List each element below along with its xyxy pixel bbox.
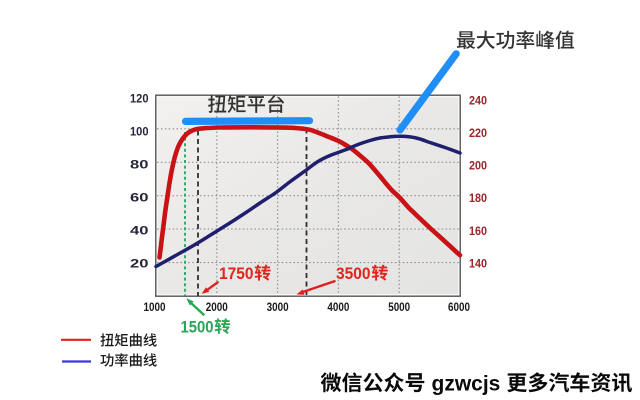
svg-text:3500: 3500 [336, 264, 371, 283]
svg-text:140: 140 [469, 256, 487, 270]
svg-text:60: 60 [130, 191, 149, 205]
svg-text:40: 40 [130, 223, 149, 237]
svg-text:80: 80 [130, 158, 149, 172]
svg-text:2000: 2000 [206, 300, 228, 314]
svg-text:5000: 5000 [388, 300, 410, 314]
svg-text:100: 100 [130, 125, 149, 139]
svg-text:gzwcjs: gzwcjs [432, 372, 501, 395]
svg-text:1750: 1750 [219, 264, 254, 283]
svg-text:200: 200 [469, 159, 487, 173]
svg-text:1500: 1500 [181, 318, 214, 336]
svg-text:240: 240 [469, 93, 487, 107]
svg-text:3000: 3000 [267, 300, 289, 314]
svg-text:4000: 4000 [327, 300, 349, 314]
svg-text:220: 220 [469, 126, 487, 140]
svg-text:6000: 6000 [448, 300, 470, 314]
svg-text:160: 160 [469, 224, 487, 238]
svg-text:120: 120 [130, 92, 149, 106]
svg-text:20: 20 [130, 256, 149, 270]
svg-text:180: 180 [469, 191, 487, 205]
svg-text:1000: 1000 [144, 300, 166, 314]
